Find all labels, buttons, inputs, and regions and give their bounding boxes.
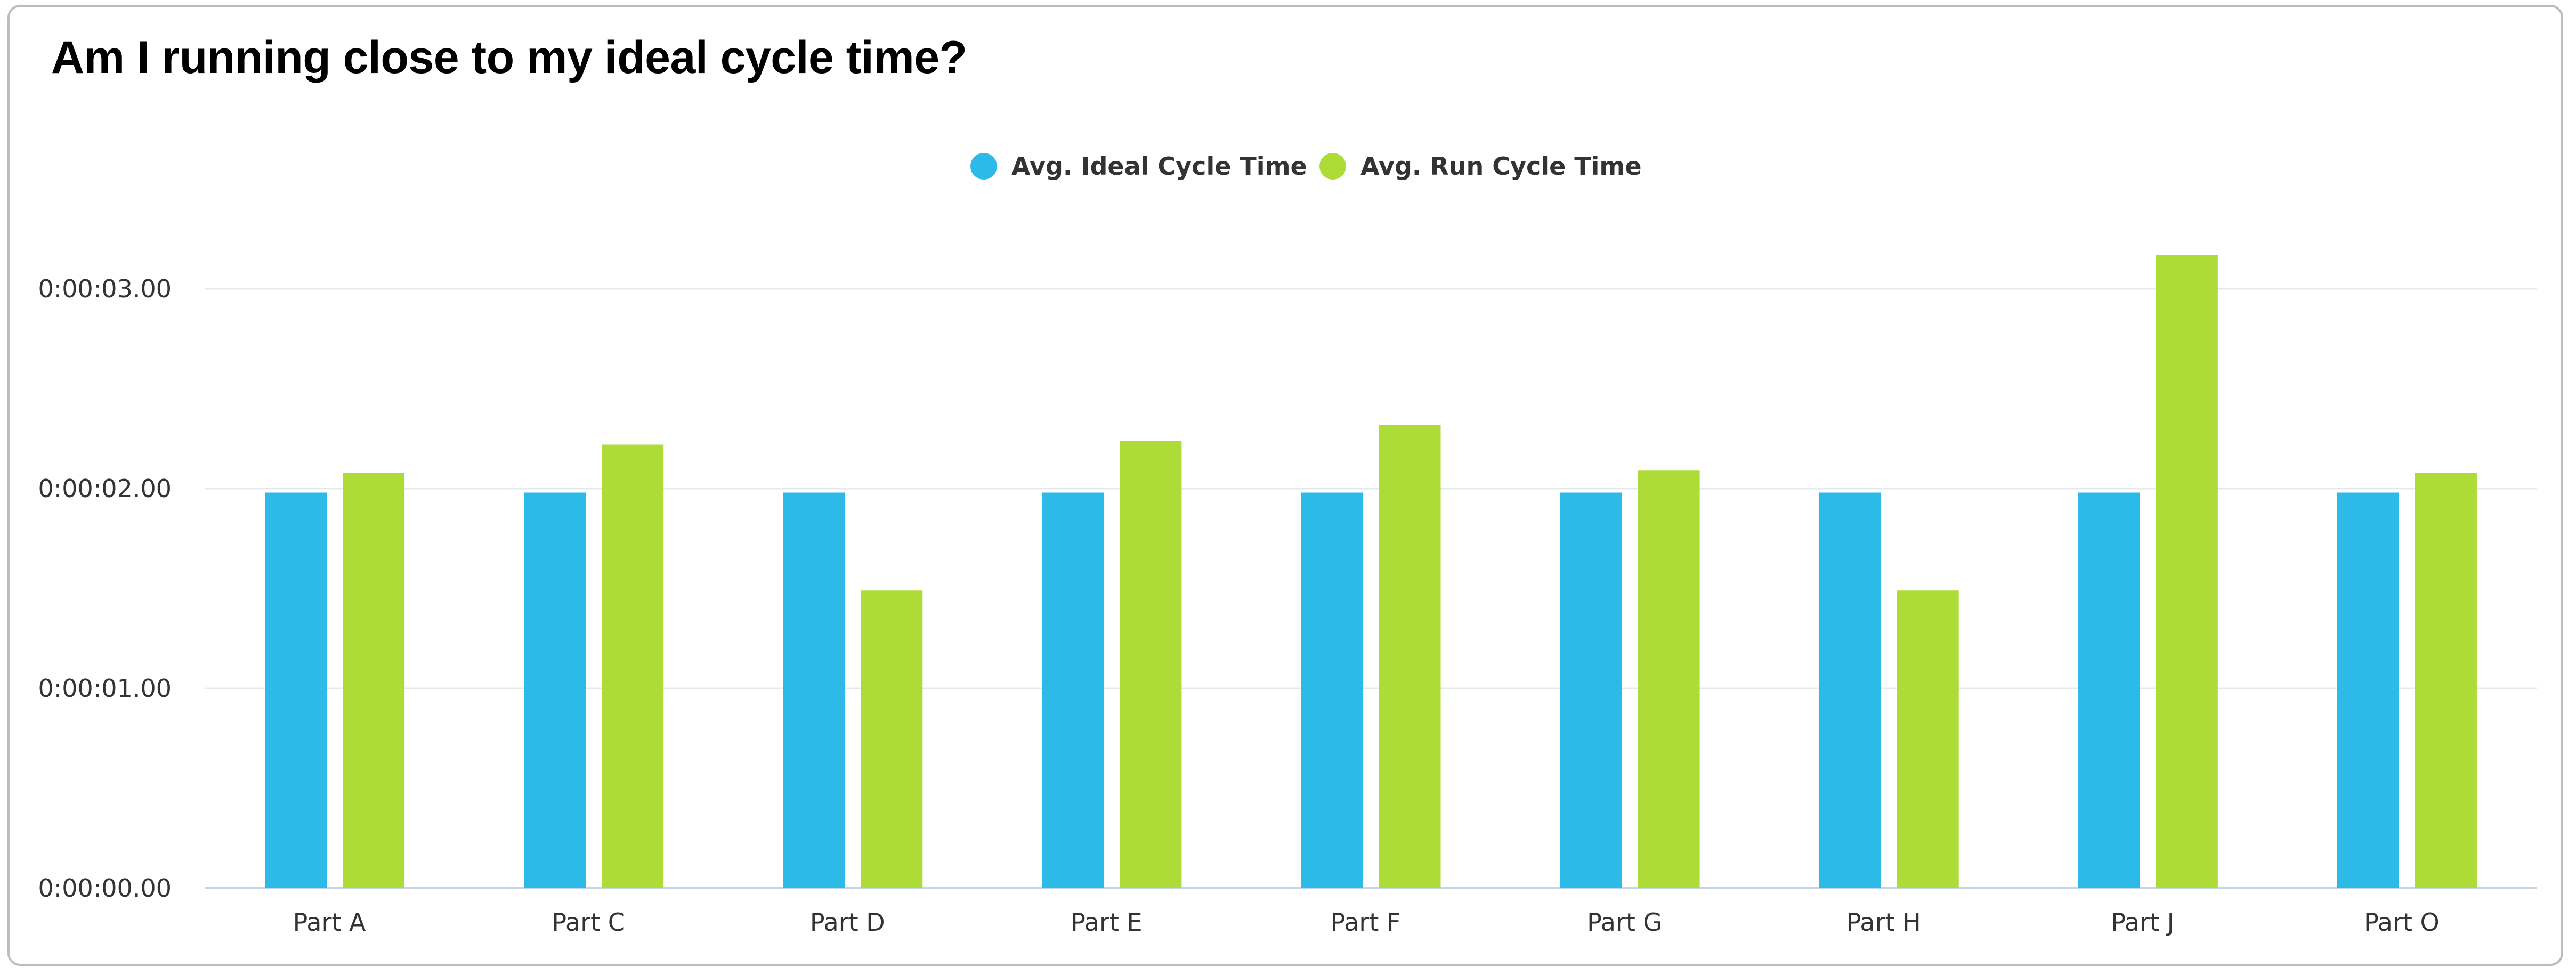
bar-run-part-h (1897, 590, 1959, 888)
x-tick-label: Part E (1071, 908, 1143, 937)
bar-ideal-part-o (2337, 492, 2399, 888)
bar-run-part-e (1120, 441, 1182, 888)
y-tick-label: 0:00:01.00 (38, 674, 172, 703)
bar-run-part-d (861, 590, 923, 888)
x-tick-label: Part F (1331, 908, 1401, 937)
legend-label: Avg. Run Cycle Time (1360, 152, 1642, 181)
y-tick-label: 0:00:03.00 (38, 274, 172, 303)
y-tick-label: 0:00:02.00 (38, 474, 172, 503)
y-tick-label: 0:00:00.00 (38, 874, 172, 903)
y-axis: 0:00:00.00 0:00:01.00 0:00:02.00 0:00:03.00 (38, 274, 172, 903)
bar-run-part-f (1379, 425, 1441, 888)
legend-item-ideal[interactable]: Avg. Ideal Cycle Time (970, 152, 1307, 181)
x-tick-label: Part H (1846, 908, 1921, 937)
bar-ideal-part-a (265, 492, 327, 888)
x-tick-label: Part D (810, 908, 885, 937)
bar-ideal-part-e (1042, 492, 1104, 888)
legend-marker (970, 153, 997, 180)
legend: Avg. Ideal Cycle Time Avg. Run Cycle Time (970, 152, 1642, 181)
bars (265, 255, 2477, 888)
legend-label: Avg. Ideal Cycle Time (1011, 152, 1307, 181)
x-tick-label: Part G (1587, 908, 1662, 937)
legend-item-run[interactable]: Avg. Run Cycle Time (1319, 152, 1642, 181)
bar-ideal-part-d (783, 492, 845, 888)
legend-marker (1319, 153, 1346, 180)
x-axis: Part A Part C Part D Part E Part F Part G Part… (293, 908, 2440, 937)
chart-title: Am I running close to my ideal cycle tim… (51, 32, 967, 83)
x-tick-label: Part C (552, 908, 625, 937)
chart-card: Am I running close to my ideal cycle tim… (7, 5, 2563, 966)
bar-ideal-part-g (1560, 492, 1622, 888)
bar-run-part-c (602, 444, 664, 888)
bar-run-part-g (1638, 470, 1700, 888)
x-tick-label: Part A (293, 908, 366, 937)
bar-ideal-part-h (1819, 492, 1881, 888)
bar-run-part-a (343, 473, 405, 888)
bar-ideal-part-j (2078, 492, 2140, 888)
gridlines (205, 288, 2537, 889)
bar-run-part-o (2415, 473, 2477, 888)
bar-ideal-part-c (524, 492, 586, 888)
bar-ideal-part-f (1301, 492, 1363, 888)
x-tick-label: Part O (2364, 908, 2440, 937)
x-tick-label: Part J (2111, 908, 2174, 937)
bar-run-part-j (2156, 255, 2218, 888)
